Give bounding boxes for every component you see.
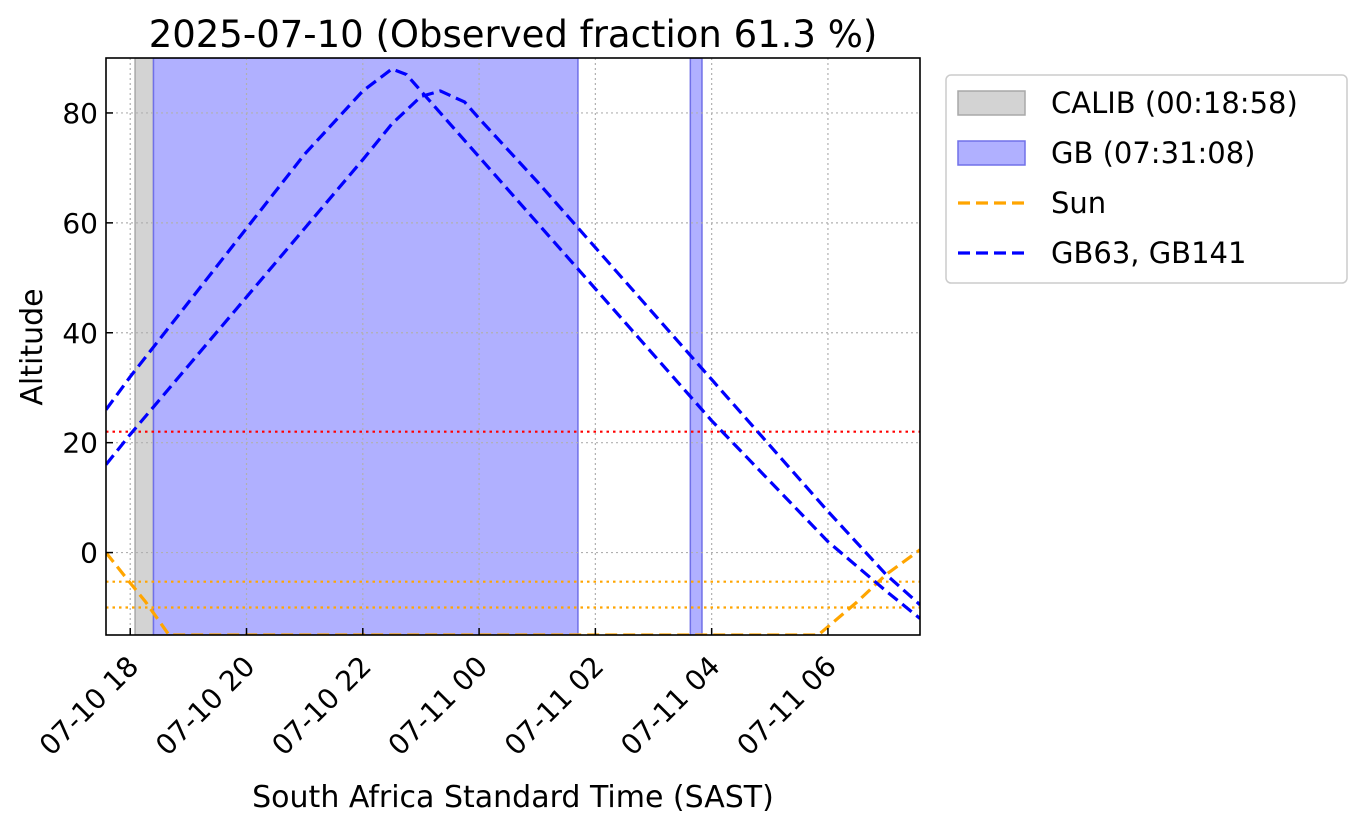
- series-gb141-line: [106, 89, 920, 606]
- chart-title: 2025-07-10 (Observed fraction 61.3 %): [149, 13, 878, 56]
- legend: CALIB (00:18:58) GB (07:31:08) Sun GB63, GB…: [945, 74, 1348, 284]
- y-tick-label-2: 40: [62, 317, 98, 350]
- legend-label-3: GB63, GB141: [1051, 236, 1246, 270]
- x-tick-label-6: 07-11 06: [731, 650, 843, 762]
- x-tick-label-0: 07-10 18: [33, 650, 145, 762]
- x-tick-label-2: 07-10 22: [265, 650, 377, 762]
- x-tick-label-3: 07-11 00: [382, 650, 494, 762]
- span-0: [134, 58, 155, 635]
- plot-frame: [105, 57, 921, 636]
- legend-label-0: CALIB (00:18:58): [1051, 86, 1298, 120]
- y-tick-label-4: 80: [62, 97, 98, 130]
- x-axis-label: South Africa Standard Time (SAST): [252, 780, 774, 815]
- span-1: [152, 58, 579, 635]
- y-axis-label: Altitude: [15, 288, 50, 405]
- legend-frame: [945, 74, 1348, 284]
- x-tick-label-5: 07-11 04: [614, 650, 726, 762]
- series-sun-line: [106, 548, 920, 635]
- series-gb63-line: [106, 67, 920, 620]
- y-tick-label-1: 20: [62, 427, 98, 460]
- x-tick-label-4: 07-11 02: [498, 650, 610, 762]
- legend-label-1: GB (07:31:08): [1051, 136, 1255, 170]
- y-tick-label-0: 0: [80, 537, 98, 570]
- legend-swatch-0: [957, 90, 1026, 116]
- span-2: [689, 58, 703, 635]
- y-tick-label-3: 60: [62, 207, 98, 240]
- legend-label-2: Sun: [1051, 186, 1106, 220]
- legend-swatch-1: [957, 140, 1026, 166]
- x-tick-label-1: 07-10 20: [149, 650, 261, 762]
